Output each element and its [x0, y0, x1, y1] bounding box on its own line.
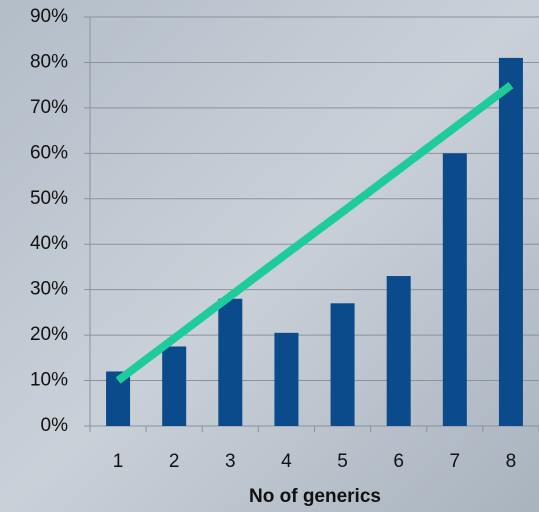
bar [498, 57, 523, 427]
y-tick-label: 10% [30, 370, 68, 391]
x-axis-label: No of generics [249, 486, 381, 507]
bar [162, 346, 187, 426]
bar [386, 276, 411, 426]
y-tick-label: 80% [30, 51, 68, 72]
bar [330, 303, 355, 426]
x-tick-label: 1 [113, 451, 124, 472]
y-tick-label: 50% [30, 188, 68, 209]
x-tick-label: 5 [337, 451, 348, 472]
x-tick-label: 6 [393, 451, 404, 472]
x-tick-label: 4 [281, 451, 292, 472]
y-tick-label: 60% [30, 142, 68, 163]
y-tick-label: 30% [30, 279, 68, 300]
trend-line [115, 81, 514, 384]
y-tick-label: 40% [30, 233, 68, 254]
bar [106, 371, 131, 426]
bar [218, 298, 243, 426]
bar [274, 332, 299, 426]
y-tick-label: 0% [41, 415, 69, 436]
y-tick-label: 90% [30, 6, 68, 27]
x-tick-label: 3 [225, 451, 236, 472]
x-tick-label: 8 [506, 451, 517, 472]
y-tick-label: 20% [30, 324, 68, 345]
x-tick-label: 2 [169, 451, 180, 472]
y-tick-label: 70% [30, 97, 68, 118]
bar [442, 153, 467, 427]
x-tick-label: 7 [450, 451, 461, 472]
